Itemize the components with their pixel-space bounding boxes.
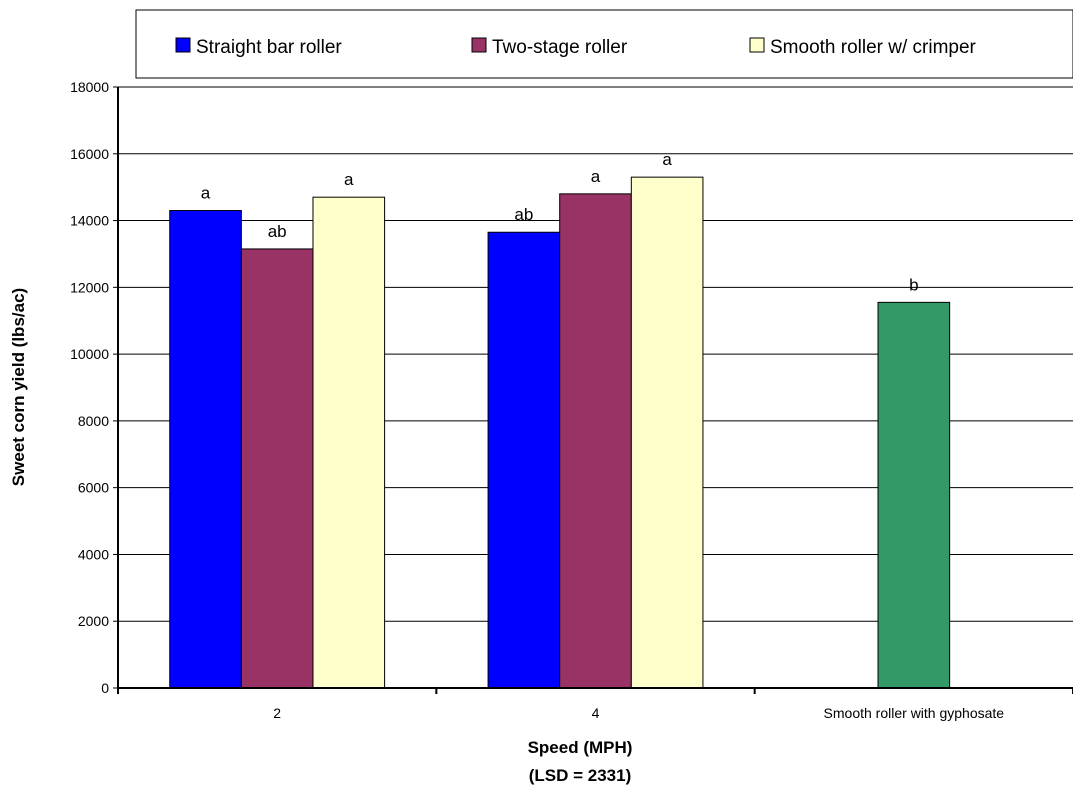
y-tick-label: 16000 bbox=[70, 146, 109, 162]
legend-swatch-two-stage bbox=[471, 37, 487, 53]
bar bbox=[630, 176, 704, 689]
bar bbox=[877, 301, 951, 689]
bar bbox=[559, 193, 632, 689]
bar-significance-label: a bbox=[344, 170, 354, 189]
x-axis-subtitle: (LSD = 2331) bbox=[529, 766, 632, 785]
bars bbox=[169, 176, 951, 689]
y-axis-title: Sweet corn yield (lbs/ac) bbox=[9, 288, 28, 486]
y-tick-label: 8000 bbox=[78, 413, 109, 429]
x-axis-title: Speed (MPH) bbox=[528, 738, 633, 757]
y-tick-label: 12000 bbox=[70, 279, 109, 295]
bar-significance-label: a bbox=[201, 184, 211, 203]
x-tick-label: 4 bbox=[592, 705, 600, 721]
legend-label-straight-bar: Straight bar roller bbox=[196, 37, 342, 58]
legend-swatch-smooth-crimper bbox=[749, 37, 765, 53]
y-tick-label: 6000 bbox=[78, 480, 109, 496]
x-tick-label: 2 bbox=[273, 705, 281, 721]
y-tick-label: 4000 bbox=[78, 546, 109, 562]
y-axis: 0 2000 4000 6000 8000 10000 12000 14000 16000 180… bbox=[70, 79, 119, 696]
bar-significance-label: ab bbox=[268, 222, 287, 241]
bar bbox=[312, 196, 386, 689]
y-tick-label: 14000 bbox=[70, 213, 109, 229]
bar-significance-label: b bbox=[909, 275, 918, 294]
bar bbox=[487, 231, 561, 689]
bar-significance-label: ab bbox=[514, 205, 533, 224]
y-tick-label: 10000 bbox=[70, 346, 109, 362]
bar-significance-label: a bbox=[591, 167, 601, 186]
legend-box bbox=[135, 9, 1073, 79]
legend-label-smooth-crimper: Smooth roller w/ crimper bbox=[770, 37, 977, 58]
y-tick-label: 0 bbox=[101, 680, 109, 696]
legend-label-two-stage: Two-stage roller bbox=[492, 37, 628, 58]
bar bbox=[240, 248, 314, 689]
bar bbox=[169, 210, 242, 689]
y-tick-label: 18000 bbox=[70, 79, 109, 95]
y-tick-label: 2000 bbox=[78, 613, 109, 629]
legend: Straight bar roller Two-stage roller Smo… bbox=[135, 9, 1073, 79]
x-tick-label: Smooth roller with gyphosate bbox=[824, 705, 1005, 721]
x-axis: 2 4 Smooth roller with gyphosate bbox=[117, 687, 1073, 721]
legend-swatch-straight-bar bbox=[175, 37, 191, 53]
bar-significance-label: a bbox=[662, 150, 672, 169]
